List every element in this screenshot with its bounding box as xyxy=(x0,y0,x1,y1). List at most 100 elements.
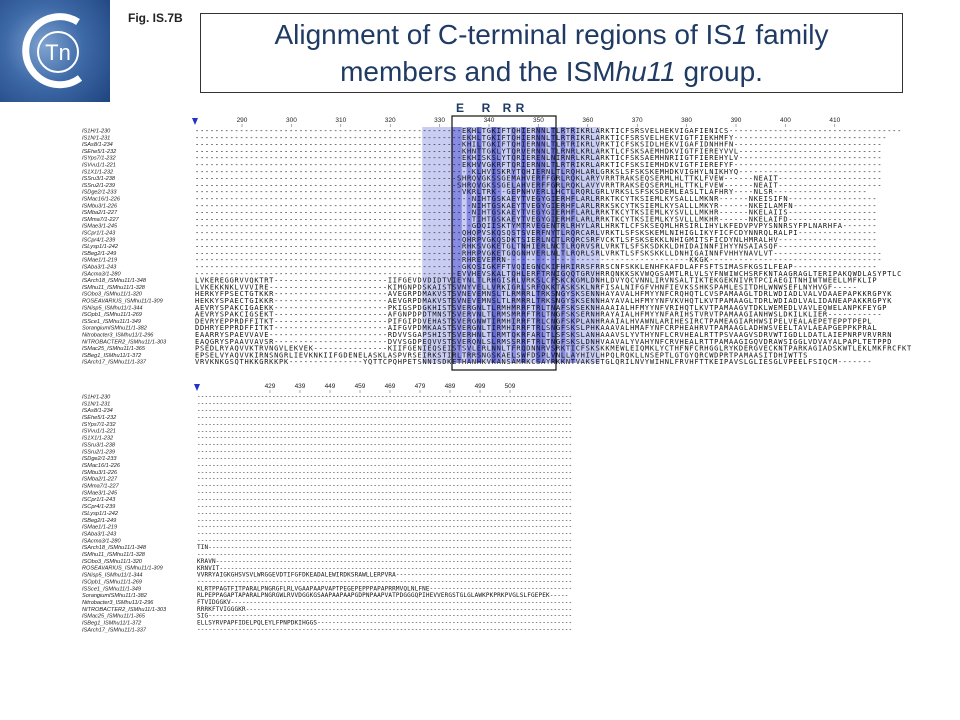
row-name: ISMbu3/1-226 xyxy=(82,203,118,209)
row-sequence: ----------------------------------------… xyxy=(197,428,572,435)
ruler-label: 390 xyxy=(731,117,742,124)
row-sequence: ----------------------------------------… xyxy=(197,469,572,476)
row-name: NITROBACTER2_ISMhu11/1-303 xyxy=(82,607,167,613)
ruler-label: 410 xyxy=(829,117,840,124)
row-name: ISCpr1/1-243 xyxy=(82,230,116,236)
shade-strong xyxy=(540,127,546,363)
ruler-label: 499 xyxy=(475,383,486,390)
ruler-label: 350 xyxy=(533,117,544,124)
shade-strong xyxy=(550,127,556,363)
row-sequence: ----------------------------------------… xyxy=(195,202,877,210)
ruler-label: 429 xyxy=(265,383,276,390)
row-sequence: ----------------------------------------… xyxy=(195,270,902,278)
row-sequence: KLRTPPAGTFITPARALPNGRGFLRLVGAAPAAPVAPTPE… xyxy=(197,585,572,592)
residue-label: R xyxy=(482,101,491,115)
region-box xyxy=(451,115,557,371)
row-sequence: ----------------------------------------… xyxy=(197,483,572,490)
row-name: ISMma7/1-227 xyxy=(82,484,120,490)
row-name: ISDge2/1-233 xyxy=(82,456,117,462)
ruler-label: 479 xyxy=(415,383,426,390)
logo-mark: Tn xyxy=(22,13,83,89)
shade-strong xyxy=(511,127,517,363)
row-name: ISEhe5/1-232 xyxy=(82,149,117,155)
row-name: IS1N/1-231 xyxy=(82,401,110,407)
row-name: ISOpb1_ISMhu11/1-269 xyxy=(82,579,142,585)
shade-strong xyxy=(521,127,526,363)
shade-strong xyxy=(570,127,576,363)
row-sequence: ----------------------------------------… xyxy=(197,455,572,462)
row-sequence: ----------------------------------------… xyxy=(195,175,882,183)
row-sequence: EAQGRYSPAAVVAVSR-----------------------D… xyxy=(195,338,892,346)
figure-label: Fig. IS.7B xyxy=(128,11,183,25)
row-sequence: ----------------------------------------… xyxy=(197,517,572,524)
row-sequence: ----------------------------------------… xyxy=(195,134,887,142)
row-sequence: ----------------------------------------… xyxy=(197,537,572,544)
title-part: family xyxy=(747,19,829,50)
row-name: ISArch17_ISMhu11/1-337 xyxy=(82,627,147,633)
row-name: ISCpr1/1-243 xyxy=(82,497,116,503)
title-part: group. xyxy=(675,56,763,87)
row-name: IS1X1/1-232 xyxy=(82,169,114,175)
ruler-label: 340 xyxy=(484,117,495,124)
row-name: ISAcma3/1-280 xyxy=(82,271,121,277)
row-sequence: ----------------------------------------… xyxy=(197,462,572,469)
row-name: ISAs8/1-234 xyxy=(82,408,113,414)
row-name: ISMbu3/1-226 xyxy=(82,470,118,476)
row-name: ISAcma3/1-280 xyxy=(82,538,121,544)
row-name: ISBeg2/1-249 xyxy=(82,518,116,524)
row-name: ISDge2/1-233 xyxy=(82,190,117,196)
row-name: ISSru2/1-239 xyxy=(82,449,115,455)
row-name: ISLysp1/1-242 xyxy=(82,244,119,250)
row-name: ISEhe5/1-232 xyxy=(82,415,117,421)
row-sequence: ----------------------------------------… xyxy=(195,188,867,196)
title: Alignment of C-terminal regions of IS1 f… xyxy=(200,13,903,93)
ruler-label: 469 xyxy=(385,383,396,390)
row-name: ISSce1_ISMhu11/1-349 xyxy=(82,586,141,592)
residue-label: E xyxy=(456,101,464,115)
logo-text: Tn xyxy=(45,40,71,65)
row-sequence: ----------------------------------------… xyxy=(195,127,902,135)
row-name: ISMae1/1-219 xyxy=(82,258,117,264)
row-name: ISMba2/1-227 xyxy=(82,210,118,216)
row-sequence: DDHRYEPPRDFFITKT-----------------------A… xyxy=(195,324,877,332)
row-sequence: ----------------------------------------… xyxy=(197,448,572,455)
row-sequence: ----------------------------------------… xyxy=(197,496,572,503)
ruler-marker xyxy=(194,384,200,391)
row-sequence: ----------------------------------------… xyxy=(197,524,572,531)
alignment-text: 290 300 310 320 330 340 350 360 370 380 390 400 410 I… xyxy=(82,117,911,633)
logo-ring xyxy=(37,31,79,73)
row-sequence: ----------------------------------------… xyxy=(195,229,877,237)
ruler-label: 400 xyxy=(780,117,791,124)
row-name: ISSru3/1-238 xyxy=(82,442,116,448)
row-name: ISObo3_ISMhu11/1-320 xyxy=(82,559,143,565)
row-name: ISMae1/1-219 xyxy=(82,525,117,531)
row-sequence: ----------------------------------------… xyxy=(195,161,882,169)
row-sequence: ----------------------------------------… xyxy=(197,407,572,414)
row-name: IS1H/1-230 xyxy=(82,394,111,400)
row-sequence: ----------------------------------------… xyxy=(197,441,572,448)
row-sequence: ----------------------------------------… xyxy=(197,400,572,407)
title-part: hu11 xyxy=(615,56,676,87)
row-name: ISCpr4/1-239 xyxy=(82,237,115,243)
shade-strong xyxy=(491,127,497,363)
row-name: IS1N/1-231 xyxy=(82,135,110,141)
row-sequence: ----------------------------------------… xyxy=(197,626,572,633)
ruler-label: 489 xyxy=(445,383,456,390)
row-sequence: ----------------------------------------… xyxy=(195,168,882,176)
row-sequence: DEVRYEPPRDFFITKT-----------------------P… xyxy=(195,317,872,325)
row-name: ISNisp5_ISMhu11/1-344 xyxy=(82,305,143,311)
shade-strong xyxy=(456,127,462,363)
row-name: ISNisp5_ISMhu11/1-344 xyxy=(82,573,143,579)
title-part: 1 xyxy=(732,19,748,50)
row-name: ISVvu1/1-221 xyxy=(82,162,116,168)
row-sequence: ----------------------------------------… xyxy=(195,222,877,230)
row-name: ISArch17_ISMhu11/1-337 xyxy=(82,360,147,366)
ruler-label: 290 xyxy=(237,117,248,124)
ruler-label: 310 xyxy=(335,117,346,124)
ruler-label: 459 xyxy=(355,383,366,390)
row-name: ISMac16/1-226 xyxy=(82,463,121,469)
ruler-label: 330 xyxy=(434,117,445,124)
row-sequence: KRNVIT----------------------------------… xyxy=(197,565,572,572)
row-name: ISMae3/1-245 xyxy=(82,224,118,230)
row-name: SorangiumISMhu11/1-382 xyxy=(82,593,148,599)
